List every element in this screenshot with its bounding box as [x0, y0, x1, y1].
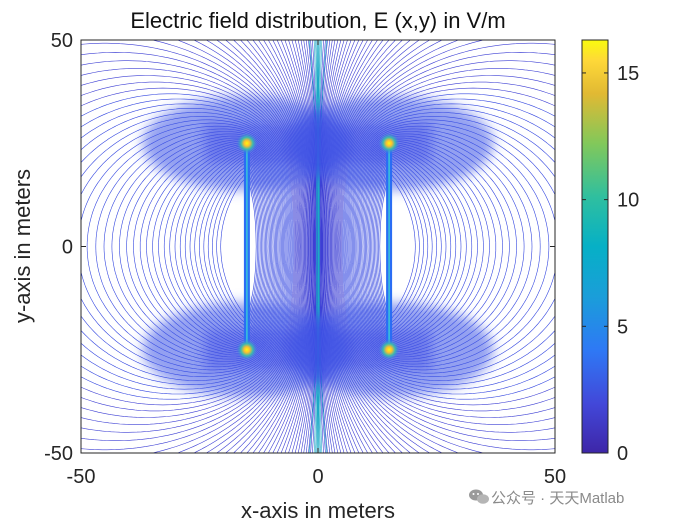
wechat-icon [469, 489, 489, 504]
x-tick-label: -50 [67, 466, 96, 488]
colorbar-tick-label: 10 [617, 190, 639, 212]
y-tick-label: 50 [51, 30, 73, 52]
watermark: 公众号 · 天天Matlab [469, 489, 624, 507]
y-tick-labels: -50 0 50 [44, 30, 73, 465]
colorbar-tick-label: 0 [617, 443, 628, 465]
peak-point [235, 132, 258, 155]
peak-point [378, 338, 401, 361]
x-axis-label: x-axis in meters [241, 498, 395, 523]
colorbar-tick-label: 5 [617, 316, 628, 338]
colorbar-tick-label: 15 [617, 63, 639, 85]
colorbar-frame [581, 39, 609, 454]
x-tick-labels: -50 0 50 [67, 466, 567, 488]
chart-title: Electric field distribution, E (x,y) in … [130, 8, 505, 33]
y-tick-label: 0 [62, 237, 73, 259]
y-tick-label: -50 [44, 443, 73, 465]
field-contours [81, 40, 555, 453]
x-tick-label: 0 [312, 466, 323, 488]
plot-area [80, 39, 556, 454]
axis-ticks [80, 39, 556, 454]
x-tick-label: 50 [544, 466, 566, 488]
colorbar: 0 5 10 15 [581, 39, 639, 465]
peak-point [235, 338, 258, 361]
colorbar-gradient [582, 40, 608, 453]
colorbar-ticks: 0 5 10 15 [582, 63, 639, 465]
peak-point [378, 132, 401, 155]
watermark-text: 公众号 · 天天Matlab [491, 490, 624, 507]
y-axis-label: y-axis in meters [10, 169, 35, 323]
